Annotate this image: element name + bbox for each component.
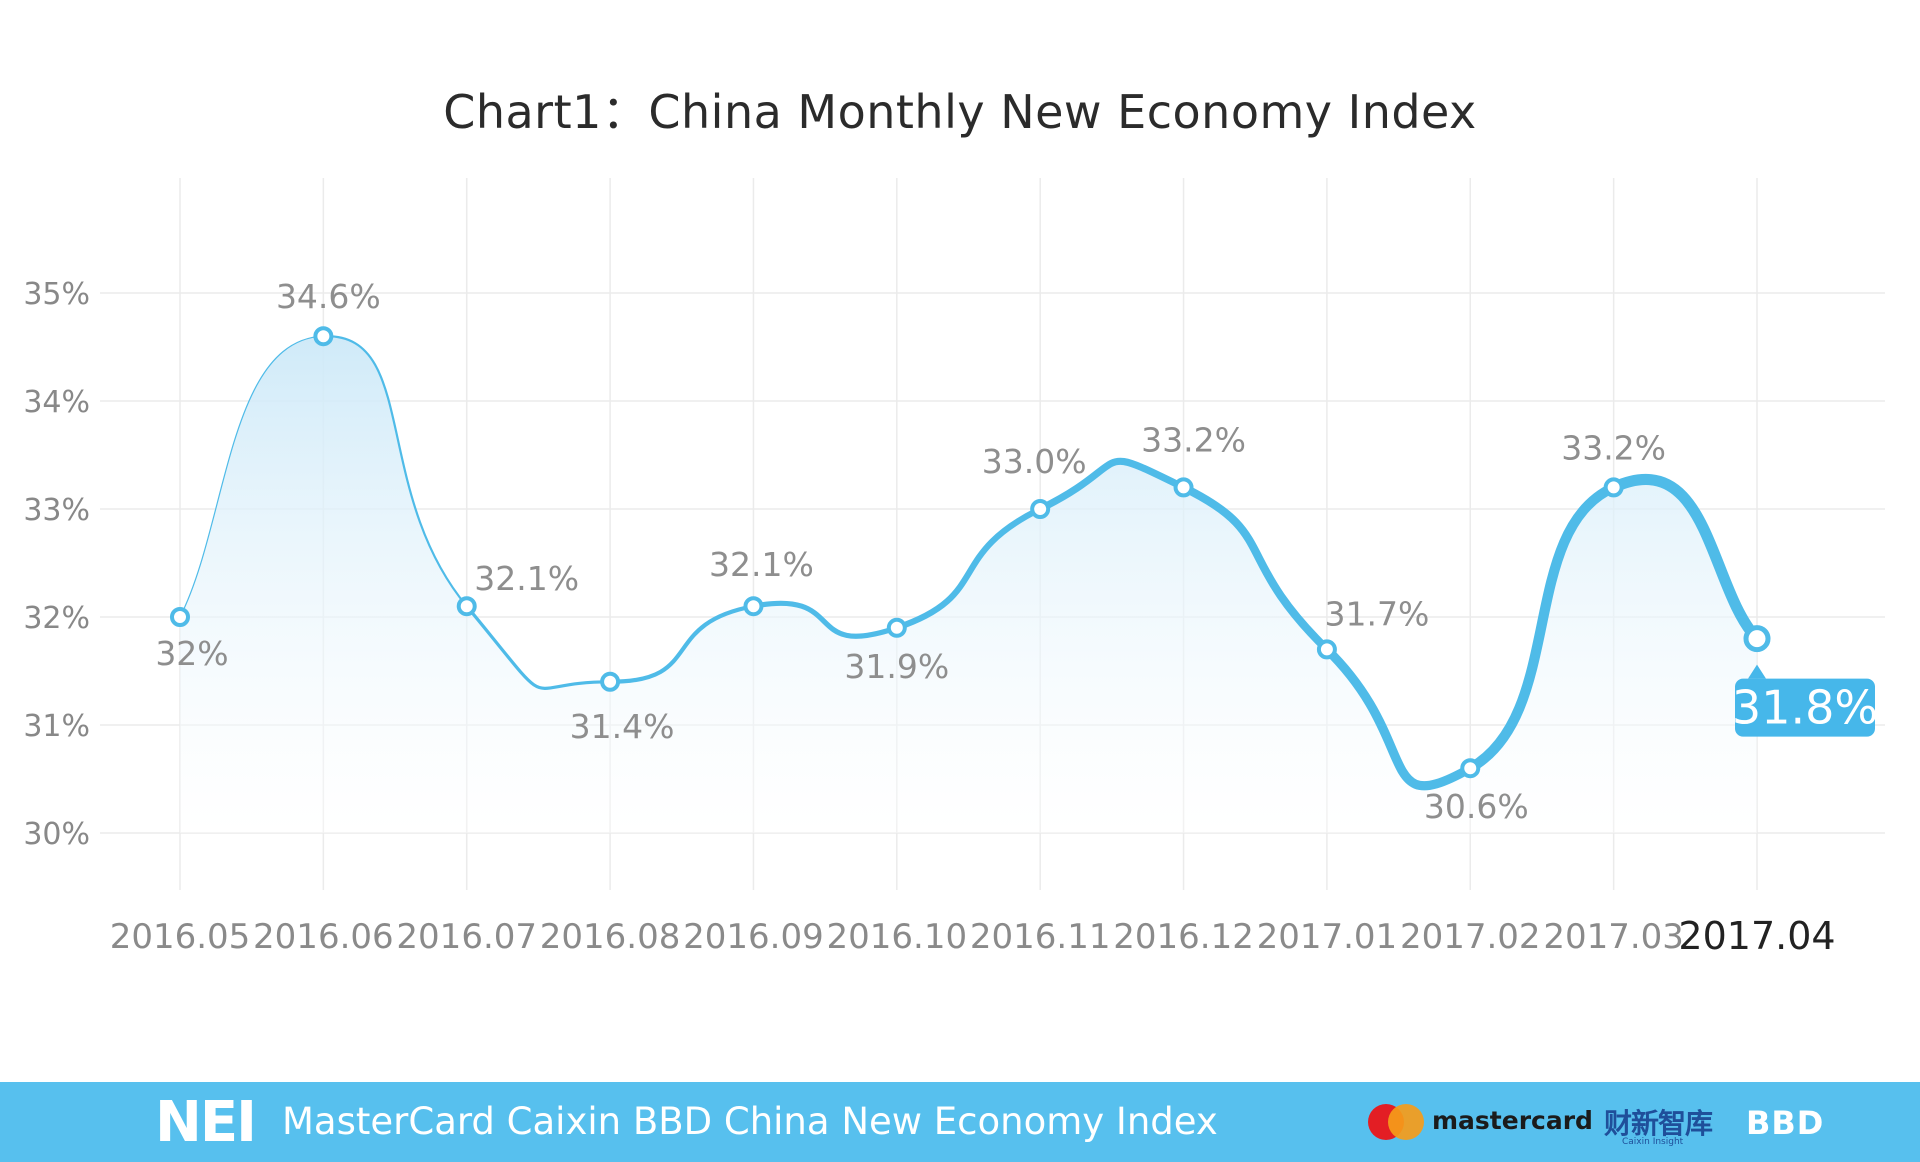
line-chart: 32% 34.6% 32.1% 31.4% 32.1% 31.9% 33.0% 33.2% 31… xyxy=(23,178,1885,958)
x-tick-label: 2016.09 xyxy=(683,917,824,957)
caixin-logo: 财新智库 xyxy=(1604,1107,1713,1140)
data-point xyxy=(1460,758,1481,779)
data-label: 32.1% xyxy=(474,559,579,598)
data-label: 33.0% xyxy=(982,442,1087,481)
data-point xyxy=(1173,477,1194,498)
callout-box xyxy=(1735,678,1875,737)
y-tick-label: 33% xyxy=(23,493,90,528)
callout-pointer xyxy=(1748,664,1766,679)
line-segment xyxy=(1608,473,1763,645)
data-label: 31.8% xyxy=(1732,681,1878,735)
data-points xyxy=(170,326,1771,779)
nei-logo: NEI xyxy=(155,1090,257,1155)
data-label: 30.6% xyxy=(1424,787,1529,826)
x-tick-label: 2016.06 xyxy=(253,917,394,957)
bbd-logo: BBD xyxy=(1746,1104,1825,1142)
line-segment xyxy=(893,505,1044,631)
caixin-subtitle: Caixin Insight xyxy=(1622,1137,1684,1147)
data-label: 31.7% xyxy=(1324,594,1429,633)
y-tick-label: 32% xyxy=(23,601,90,636)
data-label: 31.4% xyxy=(570,707,675,746)
data-point xyxy=(1743,625,1771,653)
x-tick-label: 2016.07 xyxy=(396,917,537,957)
area-path xyxy=(180,336,1757,833)
data-label: 34.6% xyxy=(276,277,381,316)
x-tick-label: 2016.08 xyxy=(540,917,681,957)
x-tick-label: 2016.12 xyxy=(1113,917,1254,957)
line-segment xyxy=(607,604,756,684)
data-label: 32% xyxy=(155,634,228,673)
data-label: 32.1% xyxy=(709,545,814,584)
area-fill xyxy=(180,336,1757,833)
x-tick-label: 2017.02 xyxy=(1400,917,1541,957)
line-segment xyxy=(1036,457,1188,513)
x-tick-label: 2016.10 xyxy=(827,917,968,957)
data-point xyxy=(1603,477,1624,498)
line-segment xyxy=(1465,482,1619,774)
axis-labels: 30%31%32%33%34%35%2016.05 2016.06 2016.07 2… xyxy=(23,277,1835,958)
y-tick-label: 30% xyxy=(23,817,90,852)
y-tick-label: 31% xyxy=(23,709,90,744)
data-point xyxy=(1316,639,1337,660)
line-segment xyxy=(465,604,612,690)
footer-title: MasterCard Caixin BBD China New Economy … xyxy=(282,1100,1218,1143)
data-point xyxy=(886,617,907,638)
y-tick-label: 35% xyxy=(23,277,90,312)
data-point xyxy=(456,596,477,617)
line-segment xyxy=(1179,483,1332,654)
data-label: 33.2% xyxy=(1141,420,1246,459)
series-line xyxy=(179,335,1763,791)
y-tick-label: 34% xyxy=(23,385,90,420)
data-point xyxy=(600,671,621,692)
line-segment xyxy=(1322,644,1475,791)
mastercard-wordmark: mastercard xyxy=(1432,1106,1593,1135)
data-point xyxy=(313,326,334,347)
line-segment xyxy=(179,335,324,618)
x-tick-label: 2016.11 xyxy=(970,917,1111,957)
x-tick-label: 2017.04 xyxy=(1678,914,1835,958)
mastercard-logo-icon xyxy=(1368,1104,1424,1140)
data-label: 31.9% xyxy=(844,647,949,686)
footer-bar: NEI MasterCard Caixin BBD China New Econ… xyxy=(0,1082,1920,1162)
x-tick-label: 2017.03 xyxy=(1543,917,1684,957)
line-segment xyxy=(750,600,900,639)
line-segment xyxy=(322,335,468,608)
data-point xyxy=(170,607,190,627)
data-labels: 32% 34.6% 32.1% 31.4% 32.1% 31.9% 33.0% 33.2% 31… xyxy=(155,277,1878,826)
chart-title: Chart1：China Monthly New Economy Index xyxy=(443,85,1477,139)
data-label: 33.2% xyxy=(1561,428,1666,467)
x-tick-label: 2016.05 xyxy=(110,917,251,957)
x-tick-label: 2017.01 xyxy=(1257,917,1398,957)
data-point xyxy=(743,596,764,617)
data-point xyxy=(1030,499,1051,519)
